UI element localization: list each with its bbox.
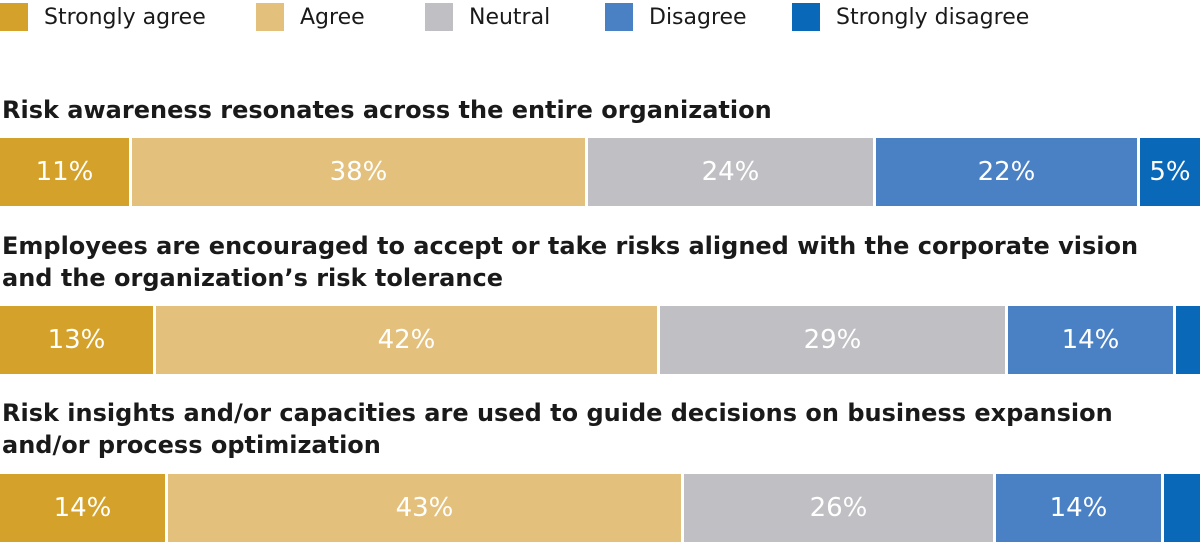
- legend-label: Agree: [300, 4, 365, 30]
- data-label: 13%: [47, 325, 106, 355]
- data-label: 11%: [35, 157, 94, 187]
- legend-item-agree: Agree: [256, 3, 365, 31]
- data-label: 14%: [1049, 493, 1108, 523]
- bar-segment-strongly-agree: 11%: [0, 138, 129, 206]
- bar-segment-strongly-disagree: [1176, 306, 1200, 374]
- legend-item-neutral: Neutral: [425, 3, 550, 31]
- legend-label: Strongly agree: [44, 4, 206, 30]
- data-label: 26%: [809, 493, 868, 523]
- bar-segment-neutral: 24%: [588, 138, 873, 206]
- legend-label: Strongly disagree: [836, 4, 1030, 30]
- data-label: 38%: [329, 157, 388, 187]
- legend-item-strongly-agree: Strongly agree: [0, 3, 206, 31]
- row-title-2: Employees are encouraged to accept or ta…: [2, 232, 1139, 292]
- data-label: 14%: [1061, 325, 1120, 355]
- legend-swatch: [425, 3, 453, 31]
- row-title-3: Risk insights and/or capacities are used…: [2, 399, 1113, 459]
- bar-segment-strongly-disagree: [1164, 474, 1200, 542]
- data-label: 29%: [803, 325, 862, 355]
- data-label: 14%: [53, 493, 112, 523]
- bar-segment-strongly-agree: 13%: [0, 306, 153, 374]
- bar-segment-neutral: 26%: [684, 474, 993, 542]
- row-title-1: Risk awareness resonates across the enti…: [2, 96, 772, 124]
- bar-segment-agree: 43%: [168, 474, 681, 542]
- bar-segment-agree: 42%: [156, 306, 657, 374]
- legend-swatch: [605, 3, 633, 31]
- data-label: 22%: [977, 157, 1036, 187]
- legend-item-strongly-disagree: Strongly disagree: [792, 3, 1029, 31]
- bar-row-3: 14% 43% 26% 14%: [0, 474, 1200, 542]
- data-label: 43%: [395, 493, 454, 523]
- bar-segment-agree: 38%: [132, 138, 585, 206]
- data-label: 24%: [701, 157, 760, 187]
- bar-segment-strongly-disagree: 5%: [1140, 138, 1200, 206]
- data-label: 5%: [1149, 157, 1191, 187]
- bar-segment-neutral: 29%: [660, 306, 1005, 374]
- bar-segment-disagree: 14%: [1008, 306, 1173, 374]
- bar-segment-disagree: 22%: [876, 138, 1137, 206]
- data-label: 42%: [377, 325, 436, 355]
- legend-swatch: [0, 3, 28, 31]
- legend-label: Neutral: [469, 4, 551, 30]
- chart-legend: Strongly agree Agree Neutral Disagree Strong…: [0, 0, 1200, 34]
- legend-swatch: [256, 3, 284, 31]
- legend-label: Disagree: [649, 4, 747, 30]
- legend-swatch: [792, 3, 820, 31]
- bar-row-1: 11% 38% 24% 22% 5%: [0, 138, 1200, 206]
- bar-segment-disagree: 14%: [996, 474, 1161, 542]
- bar-row-2: 13% 42% 29% 14%: [0, 306, 1200, 374]
- legend-item-disagree: Disagree: [605, 3, 747, 31]
- bar-segment-strongly-agree: 14%: [0, 474, 165, 542]
